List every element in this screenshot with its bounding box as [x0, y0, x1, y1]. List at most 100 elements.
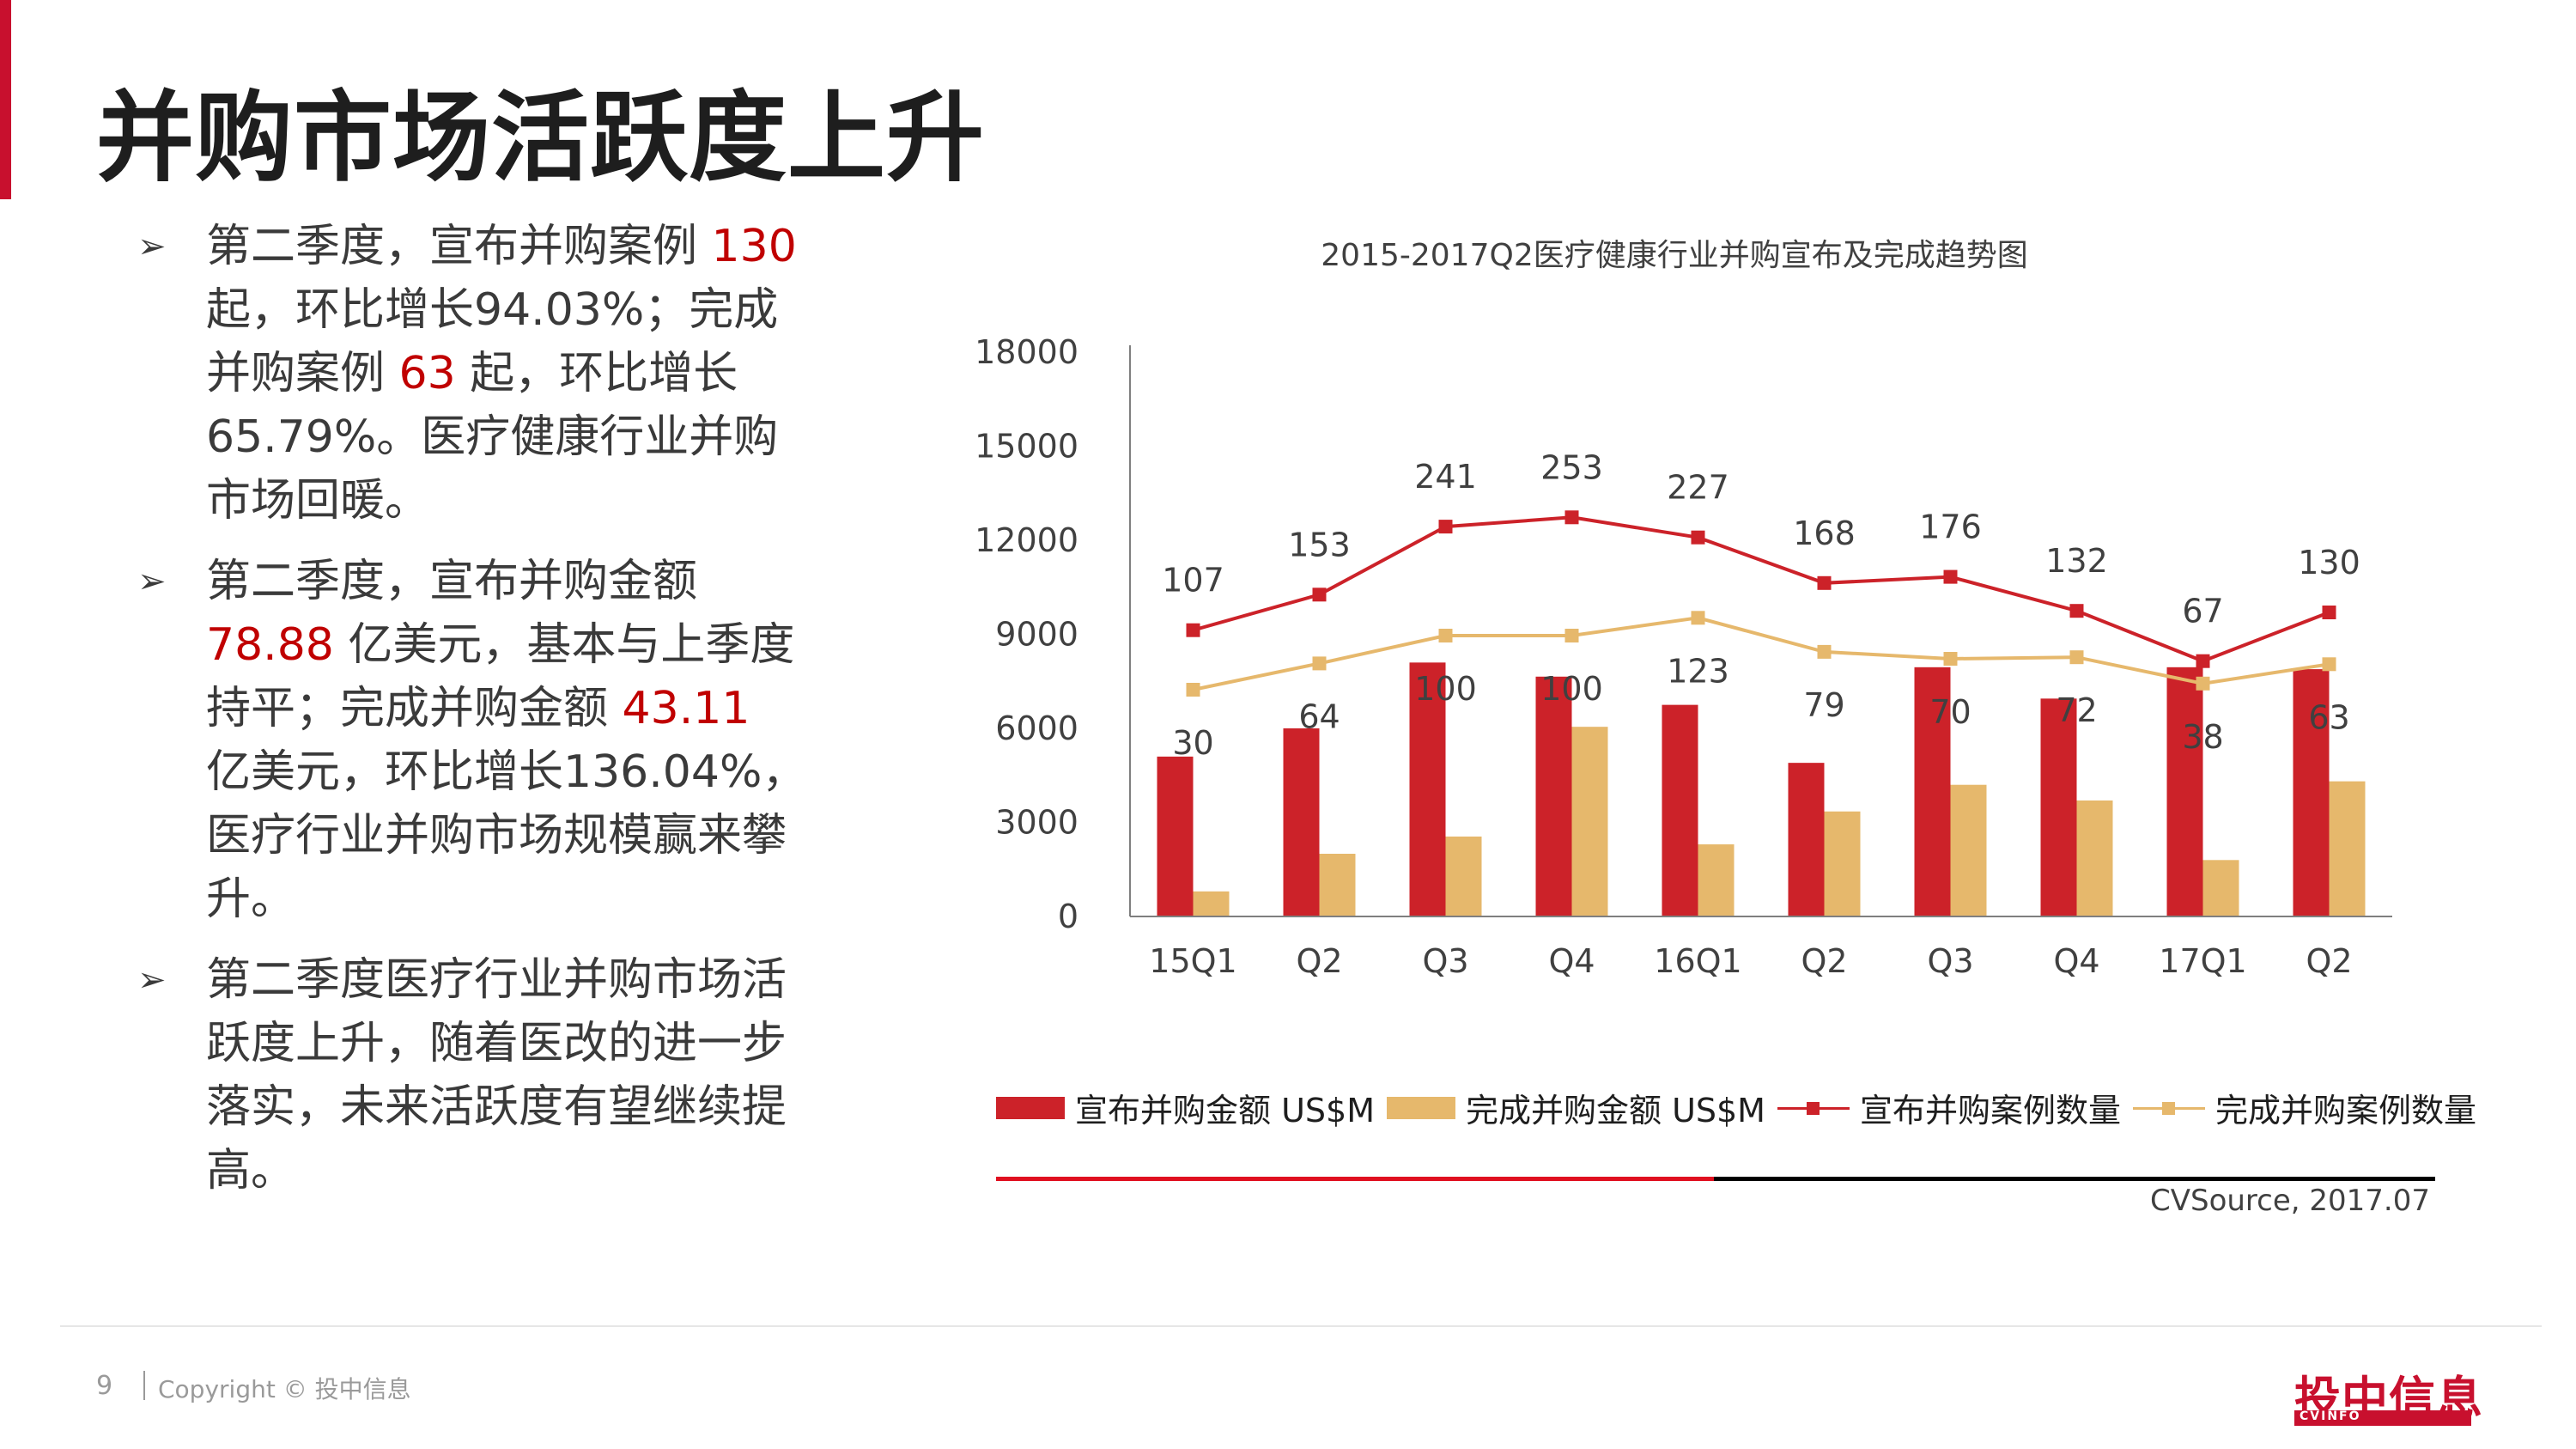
- x-tick-label: 16Q1: [1654, 942, 1741, 980]
- legend-item-completed-amount: 完成并购金额 US$M: [1386, 1084, 1765, 1131]
- legend-swatch: [1386, 1096, 1455, 1119]
- bullet-highlight-value: 78.88: [206, 619, 334, 671]
- bar-completed-amount: [1950, 784, 1987, 916]
- bullet-highlight-value: 63: [398, 348, 456, 399]
- chart-legend: 宣布并购金额 US$M 完成并购金额 US$M 宣布并购案例数量 完成并购案例数…: [996, 1084, 2488, 1131]
- cvinfo-logo: 投中信息 CVINFO: [2294, 1361, 2482, 1428]
- arrow-bullet-icon: ➢: [137, 562, 167, 601]
- x-tick-label: Q2: [1296, 942, 1342, 980]
- legend-item-completed-count: 完成并购案例数量: [2132, 1084, 2476, 1131]
- footer-divider: [60, 1325, 2542, 1327]
- marker-announced-count: [1438, 520, 1453, 534]
- bar-completed-amount: [2202, 860, 2239, 916]
- data-label-announced-count: 253: [1540, 448, 1603, 486]
- bar-announced-amount: [1662, 704, 1698, 916]
- bullet-highlight-value: 43.11: [622, 683, 750, 734]
- data-label-announced-count: 168: [1793, 514, 1856, 552]
- bar-announced-amount: [2166, 667, 2203, 916]
- bar-completed-amount: [2076, 800, 2113, 916]
- marker-completed-count: [1312, 656, 1327, 671]
- marker-completed-count: [1943, 652, 1958, 666]
- data-label-announced-count: 130: [2298, 544, 2360, 581]
- marker-completed-count: [2196, 676, 2210, 691]
- legend-swatch: [2132, 1097, 2205, 1119]
- combo-chart: 0 3000 6000 9000 12000 15000 18000 30 64 100 100 1…: [975, 333, 2392, 980]
- marker-announced-count: [1186, 623, 1200, 637]
- divider-black: [1714, 1177, 2435, 1181]
- data-label-completed-count: 30: [1172, 724, 1213, 762]
- x-tick-label: Q3: [1422, 942, 1468, 980]
- data-label-completed-count: 63: [2308, 698, 2349, 736]
- y-tick-label: 18000: [975, 333, 1078, 371]
- bar-completed-amount: [1319, 854, 1356, 916]
- bullet-highlight-value: 130: [711, 221, 797, 272]
- arrow-bullet-icon: ➢: [137, 960, 167, 1000]
- data-label-announced-count: 67: [2182, 593, 2223, 630]
- y-tick-label: 6000: [995, 709, 1078, 747]
- y-tick-label: 3000: [995, 804, 1078, 842]
- page-title: 并购市场活跃度上升: [96, 81, 986, 195]
- marker-announced-count: [1817, 575, 1832, 590]
- divider-red: [996, 1177, 1714, 1181]
- data-label-announced-count: 227: [1667, 469, 1729, 507]
- x-tick-label: 15Q1: [1149, 942, 1236, 980]
- bullet-text: 亿美元，基本与上季度持平；完成并购金额: [206, 619, 795, 734]
- legend-label: 宣布并购案例数量: [1859, 1092, 2121, 1129]
- bar-completed-amount: [1698, 844, 1735, 916]
- marker-completed-count: [2322, 657, 2336, 672]
- bar-completed-amount: [1445, 836, 1482, 916]
- bullet-item-2: ➢ 第二季度，宣布并购金额 78.88 亿美元，基本与上季度持平；完成并购金额 …: [137, 550, 807, 931]
- bar-announced-amount: [2040, 698, 2077, 916]
- x-tick-label: Q4: [1548, 942, 1595, 980]
- y-tick-label: 12000: [975, 521, 1078, 559]
- marker-completed-count: [1186, 683, 1200, 697]
- y-tick-label: 0: [1058, 898, 1078, 935]
- bullet-text: 第二季度，宣布并购案例: [206, 221, 712, 272]
- page-number: 9: [96, 1371, 113, 1401]
- bar-completed-amount: [1824, 811, 1861, 916]
- marker-announced-count: [2322, 606, 2336, 619]
- footer-separator: [143, 1371, 145, 1400]
- bar-announced-amount: [1157, 756, 1194, 916]
- bar-announced-amount: [1409, 662, 1446, 916]
- data-label-announced-count: 176: [1919, 508, 1982, 546]
- logo-bar: [2294, 1410, 2471, 1426]
- chart-title: 2015-2017Q2医疗健康行业并购宣布及完成趋势图: [1321, 238, 2028, 273]
- data-label-announced-count: 107: [1162, 562, 1224, 600]
- legend-label: 宣布并购金额 US$M: [1075, 1092, 1375, 1129]
- marker-announced-count: [1943, 569, 1958, 584]
- bullet-text: 第二季度，宣布并购金额: [206, 556, 698, 607]
- data-label-completed-count: 70: [1929, 693, 1971, 731]
- data-label-completed-count: 123: [1667, 652, 1729, 690]
- marker-announced-count: [1691, 530, 1705, 545]
- marker-completed-count: [1438, 629, 1453, 642]
- data-label-completed-count: 100: [1414, 670, 1477, 708]
- legend-swatch: [1777, 1097, 1850, 1119]
- marker-announced-count: [1312, 588, 1327, 602]
- title-accent-bar: [0, 0, 11, 199]
- bullet-text: 亿美元，环比增长136.04%，医疗行业并购市场规模赢来攀升。: [206, 746, 807, 925]
- bullet-item-1: ➢ 第二季度，宣布并购案例 130 起，环比增长94.03%；完成并购案例 63…: [137, 215, 807, 533]
- bullet-text: 起，环比增长94.03%；完成并购案例: [206, 284, 779, 399]
- marker-completed-count: [1817, 644, 1832, 659]
- data-label-announced-count: 241: [1414, 458, 1477, 496]
- bar-announced-amount: [1914, 667, 1951, 916]
- bar-announced-amount: [1535, 676, 1572, 916]
- bullet-item-3: ➢ 第二季度医疗行业并购市场活跃度上升，随着医改的进一步落实，未来活跃度有望继续…: [137, 948, 807, 1202]
- data-label-completed-count: 38: [2182, 718, 2223, 756]
- marker-completed-count: [2069, 650, 2084, 665]
- legend-label: 完成并购案例数量: [2215, 1092, 2476, 1129]
- legend-item-announced-count: 宣布并购案例数量: [1777, 1084, 2121, 1131]
- data-label-completed-count: 100: [1540, 670, 1603, 708]
- marker-announced-count: [2069, 604, 2084, 618]
- y-tick-label: 9000: [995, 616, 1078, 654]
- source-note: CVSource, 2017.07: [2150, 1184, 2430, 1218]
- legend-item-announced-amount: 宣布并购金额 US$M: [996, 1084, 1375, 1131]
- bar-announced-amount: [1788, 763, 1825, 916]
- data-label-completed-count: 79: [1803, 686, 1844, 724]
- x-tick-label: Q2: [2306, 942, 2352, 980]
- bullet-text: 第二季度医疗行业并购市场活跃度上升，随着医改的进一步落实，未来活跃度有望继续提高…: [206, 954, 787, 1196]
- marker-announced-count: [2196, 654, 2210, 668]
- bar-completed-amount: [1571, 727, 1608, 916]
- marker-completed-count: [1564, 629, 1579, 642]
